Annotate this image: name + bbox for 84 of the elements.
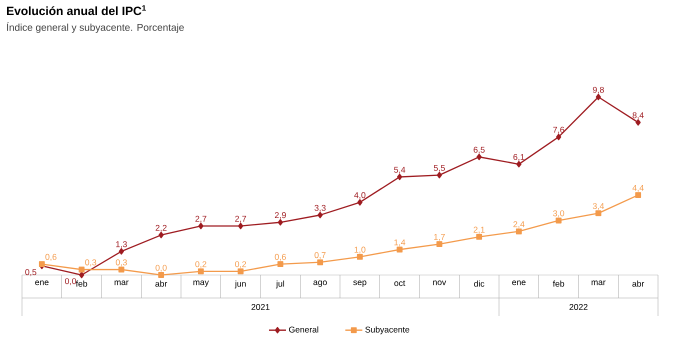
x-tick-label: abr [632,280,644,287]
data-label: 2,9 [274,212,286,220]
legend-label: General [289,326,318,333]
data-label: 6,5 [474,146,485,154]
data-label: 2,7 [195,216,206,223]
data-label: 2,2 [156,224,167,232]
data-label: 1,3 [116,241,127,248]
data-label: 5,4 [394,166,406,174]
data-label: 0,2 [235,261,246,268]
point [79,272,84,278]
x-tick-label: ene [35,280,49,286]
point [556,218,562,224]
data-label: 0,6 [274,254,286,261]
x-tick-label: mar [592,280,606,286]
data-label: 2,7 [235,216,246,223]
point [238,268,244,274]
point [158,272,164,278]
point [277,261,284,268]
point [238,222,244,230]
data-label: 2,1 [474,226,485,234]
x-tick-label: dic [474,280,484,287]
point [476,234,482,240]
data-label: 0,3 [85,259,96,266]
point [436,241,442,248]
point [595,210,602,216]
point [118,266,124,272]
point [556,134,562,140]
point [198,268,204,274]
x-tick-label: feb [76,280,88,287]
point [476,154,482,160]
data-label: 7,6 [553,126,564,134]
legend-label: Subyacente [365,326,410,334]
data-label: 0,6 [45,254,56,261]
data-label: 0,5 [25,269,36,276]
point [356,254,363,260]
data-label: 0,0 [156,264,167,272]
x-tick-label: feb [552,280,564,287]
text: 2022 [570,304,588,310]
point [596,94,601,100]
data-label: 8,4 [632,112,644,120]
text: 2021 [252,304,270,310]
data-label: 4,0 [354,192,366,200]
point [317,259,324,266]
data-label: 0,2 [195,261,206,268]
data-label: 4,4 [632,184,644,192]
x-tick-label: may [193,280,209,287]
point [118,248,124,255]
x-tick-label: sep [353,280,366,287]
data-label: 1,7 [434,234,445,241]
data-label: 9,8 [592,86,604,94]
x-tick-label: nov [433,280,446,286]
x-tick-label: ene [512,280,526,286]
data-label: 1,0 [354,246,366,254]
point [78,266,85,272]
chart-title: Evolución anual del IPC$^{1}$ [6,5,146,16]
x-tick-label: oct [394,280,406,286]
data-label: 3,3 [314,204,326,212]
data-label: 0,3 [116,259,127,266]
point [357,199,362,206]
point [516,228,522,234]
x-tick-label: jul [276,280,284,288]
point [516,160,522,168]
point [636,119,641,126]
point [436,172,442,178]
point [318,212,323,218]
x-tick-label: jun [234,280,246,288]
point [158,232,164,238]
data-label: 1,4 [394,239,406,246]
data-label: 6,1 [513,154,524,162]
x-tick-label: mar [114,280,129,286]
data-label: 3,4 [592,203,604,210]
point [635,192,642,198]
chart-subtitle: Índice general y subyacente. Porcentaje [6,22,184,33]
point [396,246,403,253]
point [198,222,204,230]
data-label: 3,0 [553,210,564,218]
x-tick-label: ago [313,280,327,287]
data-label: 2,4 [513,221,525,228]
data-label: 0,0 [65,278,76,286]
x-tick-label: abr [155,280,168,287]
point [278,219,283,226]
point [397,174,402,180]
data-label: 5,5 [434,165,445,172]
data-label: 0,7 [314,252,326,260]
